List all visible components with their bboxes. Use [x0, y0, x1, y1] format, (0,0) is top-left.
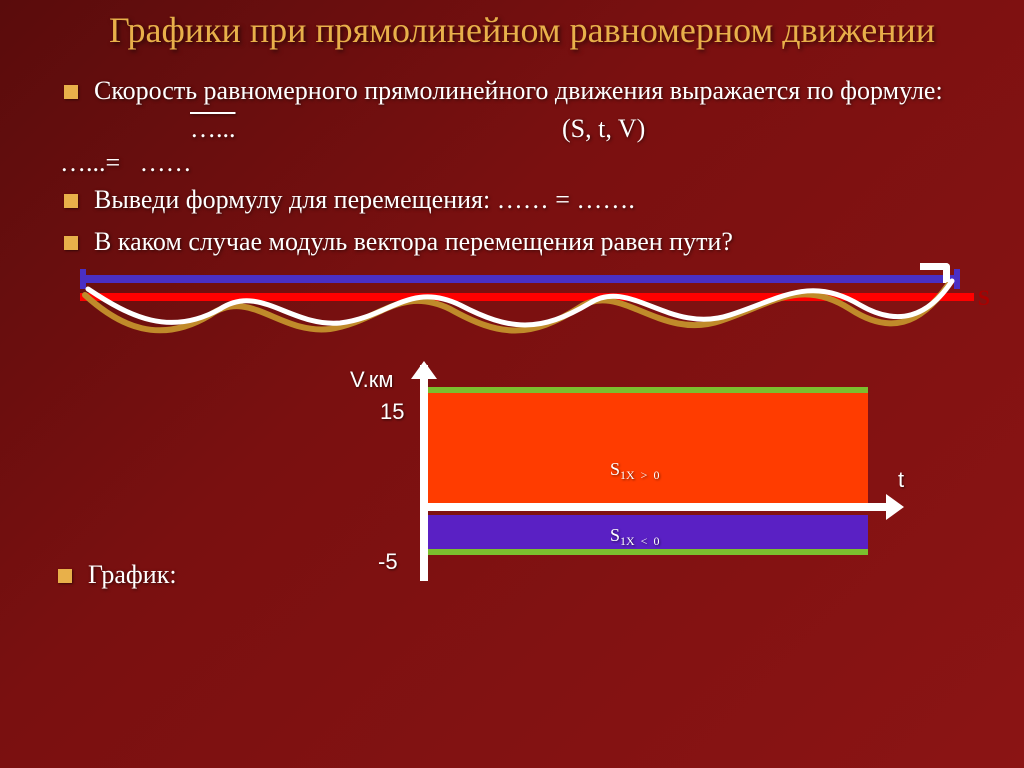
x-axis	[420, 503, 890, 511]
formula-equals-line: …...= ……	[60, 148, 984, 178]
velocity-chart: V.км 15 -5 t S1X > 0 S1X < 0	[240, 365, 940, 585]
formula-dots-bottom: ……	[140, 148, 192, 177]
formula-variables-line: …... (S, t, V)	[60, 114, 984, 144]
bar-positive	[428, 387, 868, 505]
bar-negative-label: S1X < 0	[610, 525, 659, 546]
bullet-square-icon	[58, 569, 72, 583]
x-axis-arrow-icon	[886, 494, 904, 520]
formula-variables: (S, t, V)	[562, 114, 645, 144]
y-tick-15: 15	[380, 399, 404, 425]
bullet-speed-formula: Скорость равномерного прямолинейного дви…	[60, 73, 984, 108]
y-axis-label: V.км	[350, 367, 394, 393]
y-axis-arrow-icon	[411, 361, 437, 379]
bullet-derive-formula: Выведи формулу для перемещения: …… = …….	[60, 182, 984, 217]
slide-title: Графики при прямолинейном равномерном дв…	[60, 10, 984, 51]
formula-left: …...=	[60, 148, 120, 177]
path-diagram: S	[80, 267, 980, 357]
y-axis	[420, 365, 428, 581]
graph-label: График:	[88, 560, 177, 589]
bar-positive-label: S1X > 0	[610, 459, 659, 480]
formula-dots-top: …...	[60, 114, 236, 144]
bullet-graph: График:	[58, 560, 177, 590]
y-tick-minus5: -5	[378, 549, 398, 575]
x-axis-label: t	[898, 467, 904, 493]
bullet-module-question: В каком случае модуль вектора перемещени…	[60, 224, 984, 259]
wavy-path-icon	[80, 267, 980, 357]
